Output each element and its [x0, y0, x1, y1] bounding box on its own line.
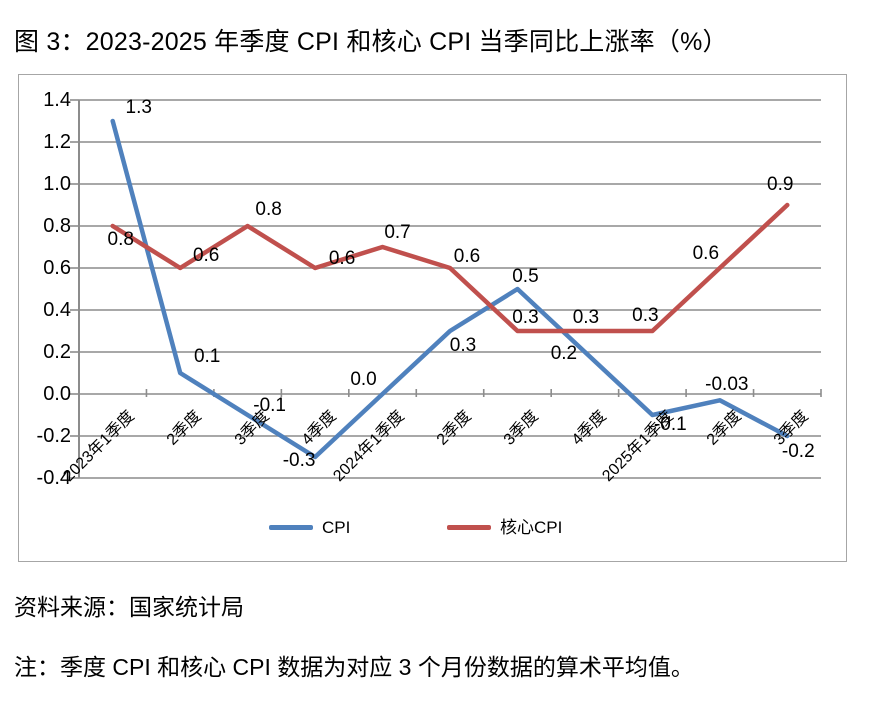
data-label: -0.1 [653, 414, 687, 435]
figure-note: 注：季度 CPI 和核心 CPI 数据为对应 3 个月份数据的算术平均值。 [14, 654, 694, 680]
y-axis-label: 0.4 [43, 299, 71, 321]
data-label: 1.3 [125, 97, 152, 118]
legend-line-swatch [269, 525, 313, 530]
source-note: 资料来源：国家统计局 [14, 594, 244, 620]
data-label: 0.3 [572, 307, 600, 328]
y-axis-label: 0.0 [43, 383, 71, 405]
legend-line-swatch [447, 525, 491, 530]
data-label: 0.6 [453, 246, 481, 267]
series-line-CPI [110, 118, 790, 460]
legend-label: 核心CPI [500, 518, 563, 537]
y-axis-label: 0.6 [43, 257, 71, 279]
y-axis-label: 0.2 [43, 341, 71, 363]
data-label: 0.6 [328, 248, 356, 269]
y-axis-label: 1.2 [43, 131, 71, 153]
figure-title: 图 3：2023-2025 年季度 CPI 和核心 CPI 当季同比上涨率（%） [14, 28, 728, 56]
y-axis-label: -0.2 [36, 425, 71, 447]
data-label: 0.6 [692, 243, 720, 264]
y-axis-label: -0.4 [36, 467, 71, 489]
y-axis-label: 1.4 [43, 89, 71, 111]
data-label: 0.3 [449, 335, 477, 356]
data-label: 0.9 [767, 174, 794, 195]
y-axis-label: 0.8 [43, 215, 71, 237]
data-label: -0.2 [781, 441, 815, 462]
data-label: 0.6 [192, 245, 220, 266]
data-label: 0.8 [107, 229, 134, 250]
data-label: 0.3 [632, 305, 659, 326]
series-line-核心CPI [110, 202, 790, 334]
y-axis-label: 1.0 [43, 173, 71, 195]
data-label: -0.03 [705, 374, 749, 396]
data-label: 0.5 [512, 266, 539, 287]
data-label: 0.0 [350, 369, 377, 390]
data-label: 0.8 [255, 199, 282, 220]
data-label: -0.1 [253, 395, 286, 416]
data-label: 0.1 [193, 346, 221, 367]
plot-svg [70, 99, 822, 479]
data-label: 0.7 [384, 222, 411, 243]
legend-item: 核心CPI [447, 517, 562, 538]
legend-item: CPI [269, 517, 350, 538]
data-label: 0.3 [512, 307, 539, 328]
data-label: -0.3 [282, 450, 316, 471]
legend-label: CPI [322, 518, 351, 537]
data-label: 0.2 [550, 343, 578, 364]
chart-area: 1.4 1.2 1.0 0.8 0.6 0.4 0.2 0.0 -0.2 -0.4 1.3 0.1 -0… [18, 74, 847, 562]
